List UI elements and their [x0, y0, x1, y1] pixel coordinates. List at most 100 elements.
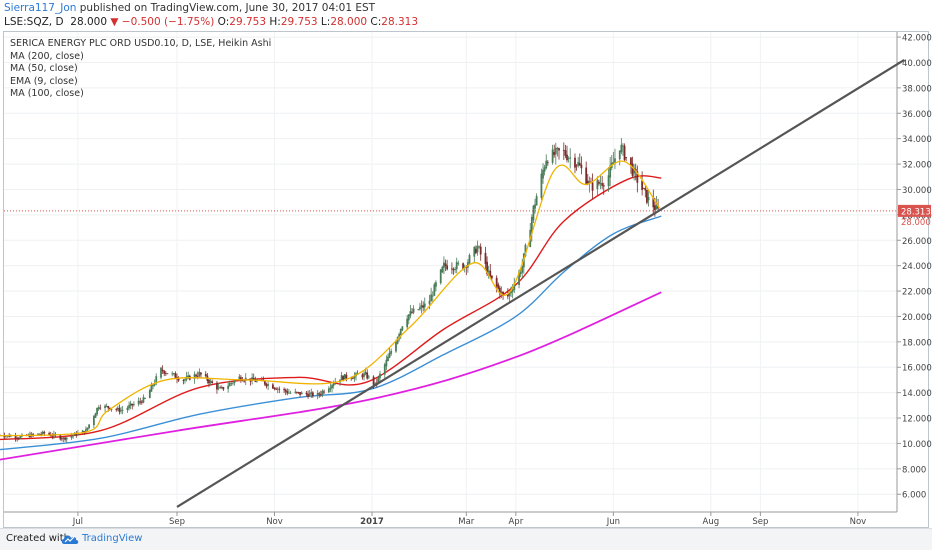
candle-body: [630, 157, 632, 165]
last-price: 28.000: [70, 16, 108, 28]
candle-body: [430, 294, 433, 302]
candle-body: [105, 406, 108, 407]
candle-body: [182, 380, 185, 381]
candle-body: [390, 350, 393, 354]
candle-body: [327, 388, 330, 393]
candle-body: [542, 169, 544, 179]
candle-body: [622, 145, 624, 147]
candle-body: [457, 263, 460, 265]
candle-body: [428, 300, 431, 305]
x-tick-label: 2017: [360, 517, 384, 527]
tradingview-cloud-icon[interactable]: [60, 532, 80, 546]
candle-body: [286, 391, 289, 394]
candle-body: [216, 382, 218, 390]
candle-body: [558, 148, 560, 151]
candle-body: [276, 388, 279, 390]
candle-body: [518, 271, 520, 285]
candle-body: [506, 293, 509, 297]
candle-body: [308, 393, 311, 397]
candle-body: [289, 392, 292, 394]
candle-body: [540, 173, 543, 198]
candle-body: [283, 389, 285, 390]
last-price-tag-bg: [898, 204, 931, 217]
series-layer: [0, 175, 662, 461]
candle-body: [575, 165, 578, 167]
candle-body: [88, 424, 90, 429]
candle-body: [609, 165, 612, 178]
candle-body: [519, 272, 522, 275]
candle-body: [598, 181, 600, 184]
y-tick-label: 14.000: [902, 389, 932, 399]
candle-body: [554, 147, 557, 155]
candle-body: [329, 387, 332, 390]
candle-body: [607, 175, 610, 187]
candle-body: [551, 149, 554, 163]
candle-body: [86, 427, 89, 430]
candle-body: [70, 435, 73, 438]
candle-body: [48, 433, 51, 435]
legend-ma50: MA (50, close): [10, 63, 78, 74]
candle-body: [198, 371, 201, 377]
candle-body: [446, 265, 449, 270]
y-tick-label: 26.000: [902, 237, 932, 247]
candle-body: [484, 252, 487, 265]
candle-body: [409, 311, 412, 316]
candle-body: [97, 407, 100, 410]
y-tick-label: 8.000: [902, 465, 926, 475]
candle-body: [372, 376, 375, 385]
candle-body: [395, 341, 397, 352]
tradingview-brand[interactable]: TradingView: [82, 533, 143, 544]
candle-body: [37, 433, 39, 435]
candle-body: [41, 431, 44, 435]
candle-body: [233, 380, 236, 383]
candle-body: [267, 384, 270, 386]
candle-body: [243, 380, 246, 382]
candle-body: [220, 386, 223, 389]
candle-body: [585, 167, 588, 184]
candle-body: [128, 405, 130, 409]
y-tick-label: 34.000: [902, 135, 932, 145]
candle-body: [9, 435, 12, 437]
candle-body: [240, 377, 242, 381]
candle-body: [345, 375, 348, 379]
candle-body: [166, 373, 169, 375]
candle-body: [473, 246, 476, 257]
price-chart[interactable]: 6.000 8.000 10.000 12.000 14.000 16.000 18.000…: [0, 0, 932, 528]
author-link[interactable]: Sierra117_Jon: [4, 2, 77, 14]
candle-body: [601, 183, 604, 186]
candle-body: [497, 284, 500, 289]
candle-body: [468, 255, 471, 264]
ma50-line: [0, 175, 662, 441]
y-tick-label: 20.000: [902, 313, 932, 323]
candle-body: [433, 284, 436, 296]
candle-body: [530, 216, 533, 234]
candle-body: [495, 277, 498, 287]
candle-body: [521, 265, 524, 273]
candle-body: [120, 410, 122, 412]
candle-body: [40, 434, 43, 435]
candle-body: [489, 270, 492, 277]
last-price-tag: 28.313: [898, 204, 931, 217]
y-tick-label: 12.000: [902, 415, 932, 425]
candle-body: [256, 380, 258, 382]
y-tick-label: 22.000: [902, 288, 932, 298]
candle-body: [612, 162, 615, 164]
candle-body: [61, 438, 63, 440]
candle-body: [500, 291, 503, 294]
candle-body: [84, 429, 87, 433]
candle-body: [580, 164, 583, 169]
candle-body: [406, 318, 409, 328]
candle-body: [618, 150, 621, 160]
low-label: L:: [320, 16, 331, 28]
candle-body: [511, 289, 514, 292]
candle-body: [535, 195, 538, 206]
candle-body: [479, 246, 482, 255]
candle-body: [553, 152, 556, 155]
candle-body: [144, 398, 146, 399]
ma200-line: [0, 291, 662, 461]
candle-body: [343, 374, 346, 380]
candle-body: [232, 382, 234, 384]
x-tick-label: Nov: [266, 517, 283, 527]
candle-body: [307, 393, 309, 397]
candle-body: [287, 392, 290, 394]
